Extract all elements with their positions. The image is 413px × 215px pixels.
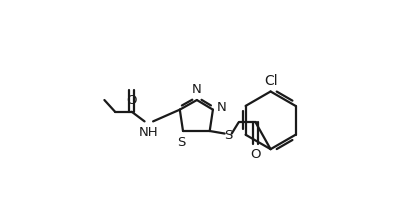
Text: S: S [224, 129, 232, 142]
Text: N: N [217, 101, 226, 114]
Text: O: O [250, 148, 261, 161]
Text: O: O [126, 94, 137, 107]
Text: NH: NH [139, 126, 159, 139]
Text: S: S [177, 136, 185, 149]
Text: Cl: Cl [264, 74, 278, 88]
Text: N: N [192, 83, 202, 96]
